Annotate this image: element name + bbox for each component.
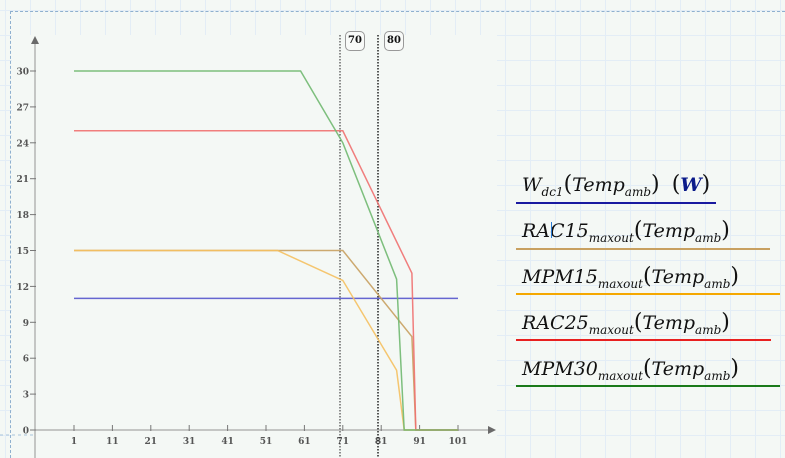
x-tick-label: 91: [413, 437, 426, 447]
paren: (: [563, 172, 573, 197]
legend-arg-subscript: amb: [704, 277, 731, 291]
paren: (: [642, 264, 652, 289]
paren: ): [730, 356, 739, 381]
legend-arg-subscript: amb: [624, 185, 652, 199]
paren: ): [721, 218, 730, 243]
paren: (: [642, 356, 652, 381]
legend-label: RAC15: [522, 220, 589, 242]
marker-label-70[interactable]: 70: [345, 31, 365, 51]
legend-subscript: maxout: [597, 277, 643, 291]
y-tick-label: 15: [16, 247, 29, 257]
legend-arg: Temp: [572, 174, 625, 196]
paren: (: [633, 218, 643, 243]
legend-item-wdc1[interactable]: Wdc1(Tempamb) (W): [514, 168, 784, 214]
x-axis-arrow-icon: [488, 426, 496, 434]
paren: ): [721, 310, 730, 335]
y-tick-label: 27: [16, 103, 29, 113]
legend-item-rac25[interactable]: RAC25maxout(Tempamb): [514, 306, 784, 352]
series-line: [74, 70, 458, 431]
series-line: [74, 130, 458, 431]
legend-label: RAC25: [522, 312, 589, 334]
paren: (: [671, 172, 681, 197]
y-tick-label: 12: [16, 283, 29, 293]
legend-swatch: [516, 339, 771, 341]
y-tick-label: 24: [16, 139, 29, 149]
legend-label: MPM15: [522, 266, 598, 288]
x-tick-label: 11: [106, 437, 119, 447]
legend-subscript: maxout: [588, 231, 634, 245]
x-tick-label: 21: [145, 437, 158, 447]
x-tick-label: 71: [337, 437, 350, 447]
legend-arg-subscript: amb: [704, 369, 731, 383]
legend-item-rac15[interactable]: RAC15maxout(Tempamb): [514, 214, 784, 260]
y-tick-label: 21: [16, 175, 29, 185]
paren: ): [651, 172, 660, 197]
legend-arg-subscript: amb: [695, 231, 722, 245]
x-tick-label: 61: [298, 437, 311, 447]
legend-arg: Temp: [651, 358, 705, 380]
y-axis-arrow-icon: [31, 36, 39, 44]
marker-label-80[interactable]: 80: [384, 31, 404, 51]
legend-label: MPM30: [522, 358, 598, 380]
text-cursor: [551, 222, 552, 238]
unit-label: W: [680, 174, 702, 196]
paren: (: [633, 310, 643, 335]
x-tick-label: 31: [183, 437, 196, 447]
y-tick-label: 9: [23, 319, 29, 329]
legend-arg: Temp: [642, 220, 696, 242]
legend: Wdc1(Tempamb) (W) RAC15maxout(Tempamb) M…: [514, 168, 784, 398]
paren: ): [701, 172, 711, 197]
legend-arg: Temp: [651, 266, 705, 288]
x-tick-label: 41: [221, 437, 234, 447]
x-tick-label: 101: [449, 437, 468, 447]
legend-swatch: [516, 248, 770, 250]
legend-item-mpm30[interactable]: MPM30maxout(Tempamb): [514, 352, 784, 398]
legend-arg-subscript: amb: [695, 323, 722, 337]
legend-subscript: maxout: [588, 323, 634, 337]
legend-arg: Temp: [642, 312, 696, 334]
legend-swatch: [516, 202, 716, 204]
y-tick-label: 30: [16, 68, 29, 78]
legend-subscript: maxout: [597, 369, 643, 383]
region-border: [10, 11, 785, 12]
plot-region[interactable]: [12, 35, 497, 458]
legend-swatch: [516, 293, 780, 295]
x-tick-label: 1: [71, 437, 77, 447]
region-border-left: [10, 11, 11, 458]
legend-item-mpm15[interactable]: MPM15maxout(Tempamb): [514, 260, 784, 306]
x-tick-label: 81: [375, 437, 388, 447]
y-tick-label: 6: [23, 355, 29, 365]
y-tick-label: 0: [23, 427, 29, 437]
legend-label: W: [522, 174, 542, 196]
legend-subscript: dc1: [541, 185, 564, 199]
legend-swatch: [516, 385, 780, 387]
y-tick-label: 18: [16, 211, 29, 221]
x-tick-label: 51: [260, 437, 273, 447]
y-tick-label: 3: [23, 391, 29, 401]
paren: ): [730, 264, 739, 289]
